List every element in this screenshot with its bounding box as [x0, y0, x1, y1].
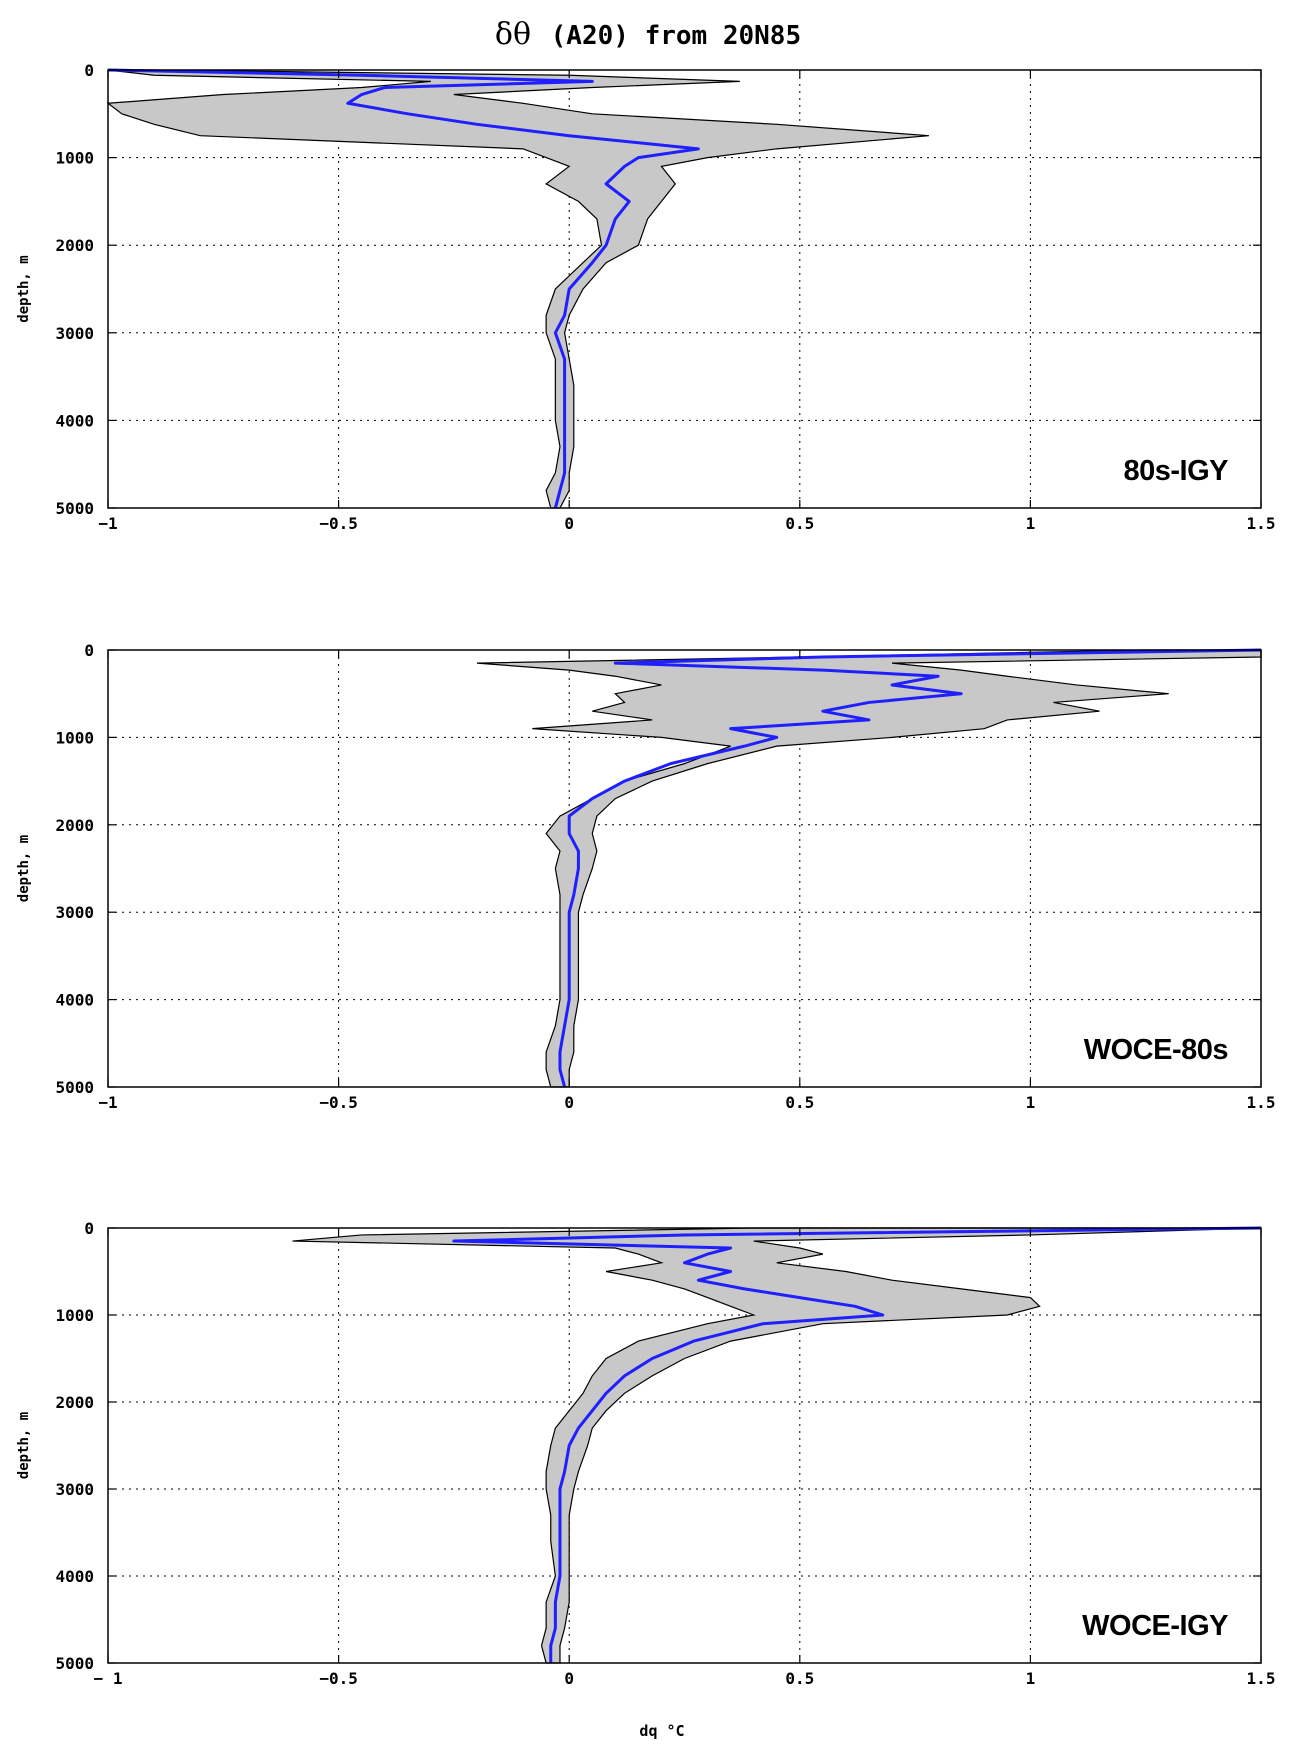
x-tick-label: −0.5 [319, 514, 358, 533]
y-tick-label: 1000 [55, 149, 94, 168]
x-tick-label: 1 [1026, 1669, 1036, 1688]
y-tick-label: 5000 [55, 1078, 94, 1097]
y-tick-label: 0 [84, 1219, 94, 1238]
x-tick-label: 1.5 [1247, 514, 1276, 533]
axes-frame [107, 69, 1262, 509]
y-tick-label: 3000 [55, 903, 94, 922]
x-tick-label: 0 [564, 1669, 574, 1688]
y-tick-label: 1000 [55, 728, 94, 747]
panel-2: −1 −0.5 0 0.5 1 1.5 0 1000 2000 3000 4000 5000 depth… [16, 641, 1275, 1112]
x-tick-label: 1 [1026, 1093, 1036, 1112]
mean-profile-line [107, 68, 700, 509]
plot-area [108, 1228, 1261, 1663]
chart-title-rest: (A20) from 20N85 [551, 21, 801, 51]
panel-1: −1 −0.5 0 0.5 1 1.5 0 1000 2000 3000 4000 5000 depth… [16, 61, 1275, 533]
panel-label: WOCE-80s [1084, 1034, 1228, 1066]
chart-title: δθ (A20) from 20N85 [495, 17, 801, 52]
y-tick-label: 0 [84, 61, 94, 80]
mean-profile-line [558, 648, 1262, 1088]
x-tick-label: −0.5 [319, 1093, 358, 1112]
y-tick-label: 4000 [55, 991, 94, 1010]
y-tick-label: 1000 [55, 1306, 94, 1325]
axes-frame [107, 649, 1262, 1088]
y-tick-label: 5000 [55, 1654, 94, 1673]
panels: −1 −0.5 0 0.5 1 1.5010002000300040005000depth… [16, 61, 1275, 1688]
mean-profile-line [452, 1226, 1262, 1663]
y-tick-label: 2000 [55, 816, 94, 835]
x-tick-label: 0 [564, 1093, 574, 1112]
y-axis-label: depth, m [16, 1412, 32, 1479]
y-axis-label: depth, m [16, 255, 32, 322]
x-tick-label: 0.5 [785, 1669, 814, 1688]
x-tick-label: 0 [564, 514, 574, 533]
y-axis-label: depth, m [16, 835, 32, 902]
panel-label: WOCE-IGY [1082, 1610, 1228, 1642]
y-tick-label: 3000 [55, 324, 94, 343]
axes-frame [107, 1227, 1262, 1664]
y-tick-label: 5000 [55, 499, 94, 518]
y-tick-label: 4000 [55, 1567, 94, 1586]
x-tick-label: −0.5 [319, 1669, 358, 1688]
x-tick-label: 0.5 [785, 1093, 814, 1112]
y-tick-label: 4000 [55, 411, 94, 430]
y-tick-label: 2000 [55, 236, 94, 255]
chart-title-greek: δθ [495, 17, 531, 52]
x-tick-label: 1.5 [1247, 1669, 1276, 1688]
x-tick-label: 1.5 [1247, 1093, 1276, 1112]
x-tick-label: −1 [98, 1093, 117, 1112]
panel-3: − 1 −0.5 0 0.5 1 1.5 0 1000 2000 3000 4000 5000 dept… [16, 1219, 1275, 1688]
panel-label: 80s-IGY [1124, 455, 1229, 487]
y-tick-label: 3000 [55, 1480, 94, 1499]
y-tick-label: 0 [84, 641, 94, 660]
x-tick-label: −1 [98, 514, 117, 533]
y-tick-label: 2000 [55, 1393, 94, 1412]
x-axis-label: dq °C [639, 1722, 684, 1740]
x-tick-label: 0.5 [785, 514, 814, 533]
x-tick-label: 1 [1026, 514, 1036, 533]
x-tick-label: − 1 [94, 1669, 123, 1688]
